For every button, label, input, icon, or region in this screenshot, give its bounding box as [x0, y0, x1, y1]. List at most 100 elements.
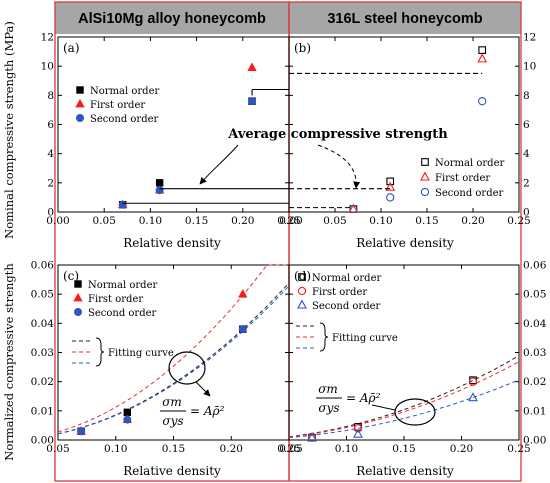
fit-curve-red	[288, 361, 520, 438]
data-point-a-s2	[155, 186, 164, 195]
y-tick-label: 0.02	[523, 376, 546, 388]
legend-label: Normal order	[90, 86, 159, 97]
data-point-b-s0	[478, 46, 487, 54]
legend-marker	[421, 158, 429, 166]
y-tick-label: 0.03	[31, 347, 54, 359]
data-point-b-s2	[478, 97, 487, 106]
fit-ellipse-c	[168, 351, 206, 385]
y-tick-label: 10	[523, 61, 536, 73]
plot-area-b	[288, 36, 520, 213]
y-tick-label: 0	[523, 207, 530, 219]
legend-marker	[420, 171, 430, 181]
x-tick-label: 0.25	[507, 215, 530, 227]
x-tick-label: 0.25	[507, 443, 530, 455]
legend-marker	[76, 114, 85, 123]
y-tick-label: 0.06	[523, 260, 547, 272]
data-point-d-s2	[353, 428, 363, 438]
legend-label: Second order	[90, 114, 159, 125]
y-tick-label: 0.01	[31, 405, 54, 417]
x-tick-label: 0.15	[415, 215, 438, 227]
data-point-a-s2	[118, 200, 127, 209]
x-tick-label: 0.20	[220, 443, 243, 455]
legend-marker	[74, 280, 82, 288]
legend-marker	[298, 273, 306, 281]
x-axis-label-b: Relative density	[356, 236, 454, 250]
panel-label-b: (b)	[294, 41, 311, 55]
fit-curve-black	[288, 355, 520, 438]
legend-label: First order	[312, 287, 367, 298]
x-axis-label-a: Relative density	[123, 236, 221, 250]
x-tick-label: 0.10	[139, 215, 162, 227]
legend-marker	[75, 98, 85, 108]
x-tick-label: 0.15	[185, 215, 208, 227]
y-tick-label: 0.00	[31, 435, 54, 447]
legend-label: Second order	[88, 308, 157, 319]
header-right: 316L steel honeycomb	[327, 11, 482, 27]
legend-label: First order	[90, 100, 145, 111]
header-left: AlSi10Mg alloy honeycomb	[78, 11, 266, 27]
x-tick-label: 0.20	[231, 215, 254, 227]
fit-legend-label-c: Fitting curve	[108, 348, 174, 359]
x-axis-label-c: Relative density	[123, 464, 221, 478]
equation-denominator-d: σys	[318, 401, 339, 415]
y-tick-label: 0.04	[523, 318, 547, 330]
x-tick-label: 0.25	[277, 215, 300, 227]
x-tick-label: 0.05	[93, 215, 116, 227]
fit-legend-label-d: Fitting curve	[332, 333, 398, 344]
fit-legend-brace-d	[319, 322, 329, 352]
legend-marker	[76, 86, 84, 94]
data-point-b-s0	[386, 177, 395, 186]
equation-d: σm σys = Aρ̄²	[316, 382, 381, 415]
data-point-b-s1	[477, 53, 488, 63]
chart-panel-a: 0.00 0.05 0.10 0.15 0.20 0.25 0 2 4 6 8 10 12 (a) Norm…	[41, 32, 301, 228]
legend-marker	[74, 307, 83, 316]
data-point-c-s2	[123, 415, 132, 424]
data-point-d-s2	[468, 392, 478, 402]
legend-label: Second order	[435, 188, 504, 199]
y-tick-label: 2	[523, 177, 530, 189]
y-tick-label: 12	[523, 32, 536, 44]
header-left-bg	[55, 2, 289, 34]
x-tick-label: 0.00	[279, 215, 302, 227]
panel-label-d: (d)	[294, 269, 311, 283]
data-point-c-s2	[238, 325, 247, 334]
fit-arrow-c	[195, 381, 211, 397]
fit-curve-blue	[57, 285, 290, 435]
data-point-c-s1	[238, 289, 248, 298]
y-tick-label: 2	[47, 177, 54, 189]
fit-legend-brace-c	[95, 337, 105, 367]
y-tick-label: 0.05	[31, 289, 54, 301]
chart-panel-d: 0.05 0.10 0.15 0.20 0.250.000.010.020.030.04…	[279, 260, 546, 456]
x-tick-label: 0.15	[392, 443, 415, 455]
x-tick-label: 0.05	[323, 215, 346, 227]
chart-panel-b: 0.00 0.05 0.10 0.15 0.20 0.25024681012(b)Norm…	[279, 32, 536, 228]
legend-marker	[73, 292, 83, 302]
data-point-a-s2	[248, 97, 257, 106]
data-point-b-s1	[385, 181, 396, 191]
x-tick-label: 0.25	[277, 443, 300, 455]
equation-rhs: = Aρ̄²	[190, 404, 225, 418]
equation-numerator-d: σm	[318, 382, 338, 396]
legend-label: Normal order	[88, 280, 157, 291]
data-point-a-s1	[247, 62, 257, 72]
header-right-bg	[289, 2, 521, 34]
data-point-b-s2	[349, 204, 358, 214]
legend-label: Normal order	[435, 158, 504, 169]
panel-label-c: (c)	[63, 269, 79, 283]
x-tick-label: 0.10	[335, 443, 358, 455]
y-tick-label: 0.05	[523, 289, 546, 301]
x-tick-label: 0.20	[461, 215, 484, 227]
frame-right	[288, 1, 522, 482]
data-point-d-s1	[468, 377, 478, 386]
y-tick-label: 0.02	[31, 376, 54, 388]
data-point-d-s2	[307, 432, 317, 442]
fit-curve-blue	[288, 379, 520, 439]
y-tick-label: 10	[41, 61, 54, 73]
equation-c: σm σys = Aρ̄²	[160, 395, 225, 428]
legend-marker	[297, 299, 307, 309]
fit-ellipse-d	[394, 398, 436, 426]
data-point-d-s1	[353, 424, 363, 433]
y-axis-label-bottom: Normalized compressive strength	[2, 263, 16, 461]
y-tick-label: 12	[41, 32, 54, 44]
